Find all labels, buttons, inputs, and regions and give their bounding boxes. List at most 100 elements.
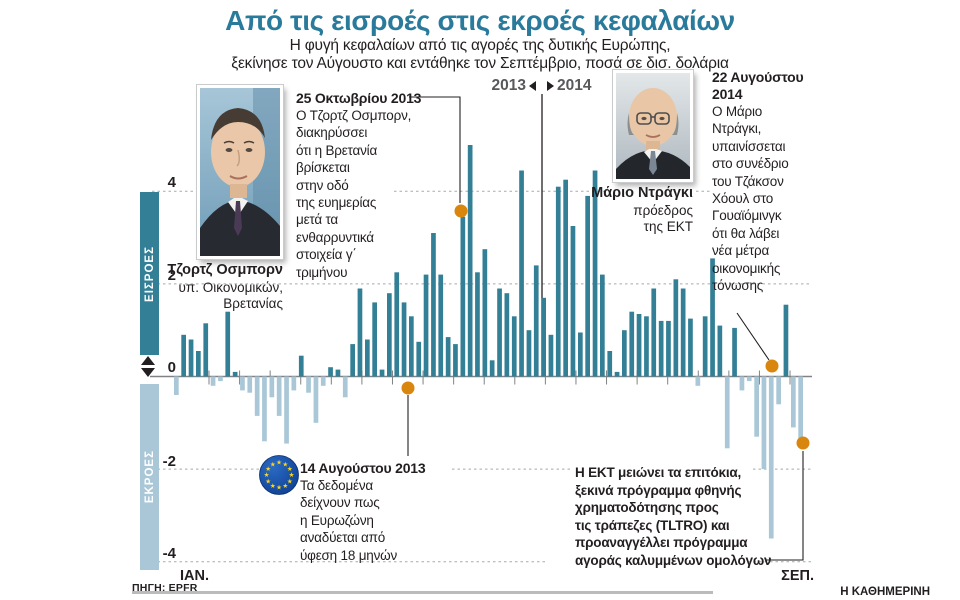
inflow-bar-week-40	[467, 145, 473, 377]
text-line: στοιχεία γ΄	[296, 247, 357, 263]
osborne-connector-line	[409, 96, 461, 203]
outflow-bar-week-75	[724, 376, 730, 449]
eu-flag-star: ★	[270, 482, 276, 490]
annotation-ecb-body: Η ΕΚΤ μειώνει τα επιτόκια, ξεκινά πρόγραμ…	[575, 464, 772, 570]
outflow-bar-week-6	[218, 376, 223, 382]
y-tick-minus4: -4	[162, 545, 176, 562]
inflow-bar-week-52	[555, 186, 561, 377]
eu-flag-star: ★	[264, 471, 270, 479]
outflow-bar-week-81	[768, 376, 774, 539]
y-tick-0: 0	[167, 359, 176, 376]
draghi-role: πρόεδρος της ΕΚΤ	[530, 203, 693, 235]
inflow-bar-week-48	[526, 330, 532, 377]
outflow-bar-week-0	[174, 376, 179, 395]
event-dot-draghi	[765, 359, 779, 373]
eu-flag-icon	[259, 455, 299, 495]
inflow-bar-week-30	[394, 272, 400, 377]
inflow-bar-week-27	[372, 302, 377, 377]
inflow-bar-week-37	[445, 337, 451, 377]
text-line: Η ΕΚΤ μειώνει τα επιτόκια,	[575, 465, 742, 480]
osborne-name: Τζορτζ Οσμπορν	[167, 262, 283, 278]
inflow-bar-week-42	[482, 249, 488, 377]
eu-flag-star: ★	[265, 465, 271, 473]
annotation-eurozone-body: Τα δεδομένα δείχνουν πως η Ευρωζώνη αναδύετ…	[300, 477, 425, 564]
inflow-bar-week-1	[181, 334, 186, 377]
down-arrow-icon	[141, 368, 155, 377]
draghi-name: Μάριο Ντράγκι	[591, 185, 693, 201]
text-line: προαναγγέλλει πρόγραμμα	[575, 535, 748, 551]
text-line: του Τζάκσον	[712, 173, 784, 189]
inflow-bar-week-3	[196, 351, 201, 377]
subtitle-line-2: ξεκίνησε τον Αύγουστο και εντάθηκε τον Σ…	[231, 55, 729, 72]
year-2013-label: 2013	[491, 77, 526, 94]
outflow-bar-week-14	[276, 376, 282, 416]
text-line: Βρετανίας	[223, 296, 283, 311]
inflow-bar-week-70	[688, 318, 693, 377]
outflow-bar-week-78	[746, 376, 752, 382]
text-line: Ο Τζορτζ Οσμπορν,	[296, 108, 412, 123]
inflow-bar-week-45	[504, 293, 510, 377]
annotation-osborne-date: 25 Οκτωβρίου 2013	[296, 90, 422, 106]
inflow-bar-week-58	[600, 274, 605, 377]
annotation-draghi-date-1: 22 Αυγούστου	[712, 69, 804, 85]
text-line: Ο Μάριο	[712, 104, 763, 119]
outflow-bar-week-80	[761, 376, 767, 470]
inflow-bar-week-29	[387, 293, 392, 377]
inflow-bar-week-69	[680, 288, 686, 377]
inflows-axis-band: ΕΙΣΡΟΕΣ	[140, 192, 159, 355]
text-line: τόνωσης	[712, 278, 764, 294]
inflow-bar-week-39	[460, 216, 466, 377]
inflow-bar-week-49	[533, 265, 539, 377]
inflow-bar-week-61	[622, 330, 627, 377]
inflow-bar-week-26	[365, 339, 370, 377]
event-dot-eurozone	[401, 381, 415, 395]
annotation-ecb: Η ΕΚΤ μειώνει τα επιτόκια, ξεκινά πρόγραμ…	[575, 464, 772, 570]
text-line: υπ. Οικονομικών,	[178, 280, 283, 295]
annotation-osborne-body: Ο Τζορτζ Οσμπορν, διακηρύσσει ότι η Βρεταν…	[296, 107, 421, 281]
annotation-eurozone: 14 Αυγούστου 2013 Τα δεδομένα δείχνουν πω…	[300, 460, 426, 564]
inflow-bar-week-22	[335, 369, 341, 377]
outflows-axis-band: ΕΚΡΟΕΣ	[140, 384, 159, 570]
eu-flag-star: ★	[265, 477, 271, 485]
osborne-photo	[197, 85, 283, 259]
text-line: αναδύεται από	[300, 530, 385, 546]
inflow-bar-week-44	[497, 288, 502, 377]
inflow-bar-week-55	[578, 332, 583, 377]
outflow-bar-week-85	[798, 376, 803, 439]
text-line: χρηματοδότησης προς	[575, 500, 719, 516]
inflow-bar-week-21	[328, 367, 333, 377]
event-dot-osborne	[454, 204, 468, 218]
footer-rule	[132, 591, 713, 594]
inflow-bar-week-7	[225, 311, 231, 377]
outflow-bar-week-79	[754, 376, 759, 437]
eu-flag-star: ★	[270, 460, 276, 468]
inflow-bar-week-25	[357, 288, 363, 377]
text-line: υπαινίσσεται	[712, 138, 786, 154]
inflow-bar-week-56	[585, 195, 590, 377]
text-line: της ΕΚΤ	[643, 219, 693, 234]
y-tick-minus2: -2	[162, 453, 176, 470]
inflow-bar-week-38	[453, 344, 458, 377]
outflow-bar-week-10	[247, 376, 253, 393]
inflow-bar-week-43	[489, 360, 495, 377]
inflow-bar-week-36	[438, 274, 444, 377]
inflow-bar-week-33	[416, 341, 422, 377]
annotation-draghi: 22 Αυγούστου 2014 Ο Μάριο Ντράγκι, υπαινίσ…	[712, 69, 804, 294]
y-tick-4: 4	[167, 174, 176, 191]
year-2014-label: 2014	[557, 77, 592, 94]
eu-flag-star: ★	[287, 477, 293, 485]
text-line: Ντράγκι,	[712, 121, 762, 137]
eu-flag-star: ★	[282, 482, 288, 490]
outflow-bar-week-84	[791, 376, 796, 428]
outflow-bar-week-82	[776, 376, 781, 405]
outflow-bar-week-16	[291, 376, 297, 391]
inflow-bar-week-34	[423, 274, 429, 377]
inflow-bar-week-53	[563, 179, 568, 377]
text-line: ύφεση 18 μηνών	[300, 547, 398, 563]
inflow-bar-week-72	[702, 316, 708, 377]
text-line: βρίσκεται	[296, 160, 350, 176]
inflow-bar-week-31	[401, 302, 407, 377]
text-line: Τα δεδομένα	[300, 478, 374, 493]
text-line: μετά τα	[296, 212, 339, 228]
inflow-bar-week-59	[607, 351, 613, 377]
